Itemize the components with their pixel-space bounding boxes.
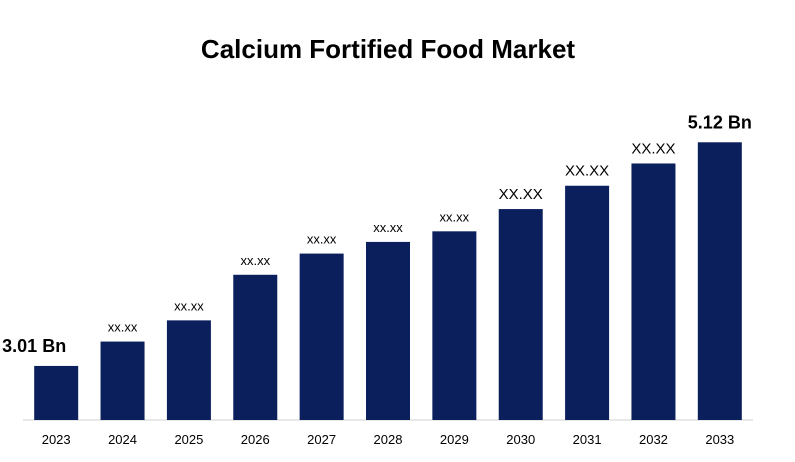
bar (299, 253, 344, 420)
x-tick-label: 2023 (42, 432, 71, 447)
x-tick-label: 2027 (307, 432, 336, 447)
x-tick-label: 2033 (705, 432, 734, 447)
bar (34, 365, 79, 420)
data-label: 3.01 Bn (2, 336, 66, 356)
bar (166, 320, 211, 420)
data-label: xx.xx (108, 320, 138, 335)
bar (233, 274, 278, 420)
data-label: XX.XX (499, 186, 543, 203)
bar (432, 231, 477, 420)
bar (498, 209, 543, 420)
bar (631, 163, 676, 421)
data-label: XX.XX (631, 140, 675, 157)
x-tick-label: 2032 (639, 432, 668, 447)
bar (366, 241, 410, 420)
x-tick-label: 2024 (108, 432, 137, 447)
data-label: xx.xx (307, 232, 337, 247)
x-tick-label: 2028 (374, 432, 403, 447)
x-tick-label: 2025 (174, 432, 203, 447)
data-label: xx.xx (440, 209, 470, 224)
data-label: 5.12 Bn (688, 112, 752, 132)
bar (697, 142, 742, 420)
data-label: xx.xx (240, 253, 270, 268)
x-tick-label: 2030 (506, 432, 535, 447)
x-tick-label: 2031 (573, 432, 602, 447)
chart-title: Calcium Fortified Food Market (201, 34, 575, 64)
data-label: xx.xx (174, 298, 204, 313)
data-label: XX.XX (565, 163, 609, 180)
data-label: xx.xx (373, 220, 403, 235)
bar (565, 185, 610, 420)
bar (100, 341, 145, 420)
x-tick-label: 2029 (440, 432, 469, 447)
x-tick-label: 2026 (241, 432, 270, 447)
